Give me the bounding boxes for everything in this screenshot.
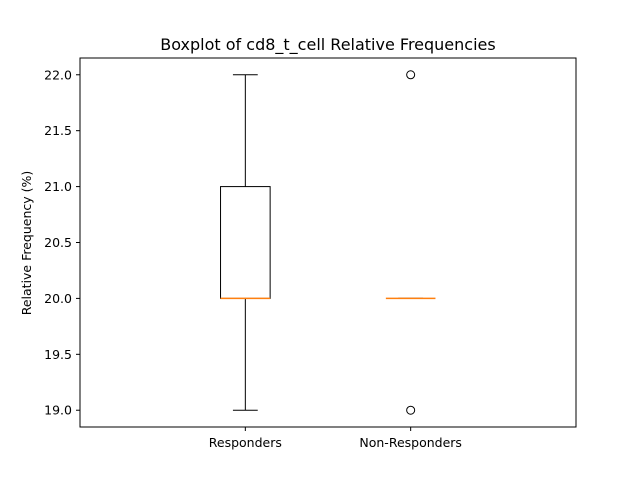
y-tick-label: 21.5 (44, 123, 72, 138)
y-tick-label: 19.0 (44, 403, 72, 418)
y-tick-label: 22.0 (44, 67, 72, 82)
y-axis-label: Relative Frequency (%) (19, 171, 34, 316)
x-tick-label: Non-Responders (359, 435, 462, 450)
y-tick-label: 19.5 (44, 347, 72, 362)
plot-area: 19.0 19.5 20.0 20.5 21.0 21.5 22.0 Responders No… (44, 67, 462, 450)
x-tick-label: Responders (209, 435, 282, 450)
y-tick-label: 20.5 (44, 235, 72, 250)
outlier-point (406, 405, 416, 415)
outlier-point (406, 70, 416, 80)
axes-frame (79, 57, 577, 428)
chart-title: Boxplot of cd8_t_cell Relative Frequenci… (160, 35, 495, 55)
y-tick-label: 20.0 (44, 291, 72, 306)
y-tick-label: 21.0 (44, 179, 72, 194)
